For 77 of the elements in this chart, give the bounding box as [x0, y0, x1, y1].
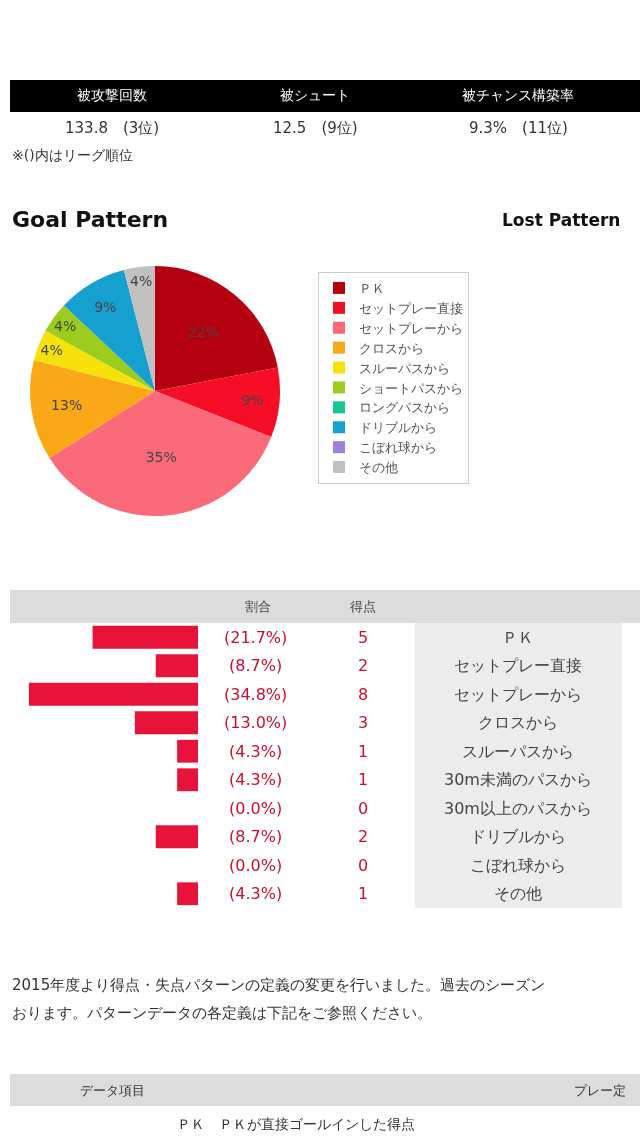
data-label: 4%: [40, 342, 63, 359]
legend-label: その他: [359, 460, 398, 476]
pie-slice: [155, 266, 278, 391]
data-label: (4.3%): [229, 742, 283, 761]
bar: [134, 711, 198, 735]
text: 8: [358, 685, 369, 704]
text: 2: [358, 656, 369, 675]
text: 被攻撃回数: [77, 87, 147, 103]
y-tick-label: ＰＫ: [502, 628, 534, 647]
y-tick-label: 30m以上のパスから: [444, 799, 592, 818]
y-tick-label: 30m未満のパスから: [444, 770, 592, 789]
legend-label: セットプレーから: [359, 320, 463, 336]
bar: [155, 825, 198, 849]
text: ＰＫ ＰＫが直接ゴールインした得点: [177, 1116, 415, 1132]
data-label: 9%: [94, 298, 117, 315]
y-tick-label: スルーパスから: [462, 742, 574, 761]
pie-slice: [123, 266, 155, 391]
text: データ項目: [80, 1083, 145, 1098]
y-tick-label: クロスから: [478, 713, 558, 732]
bar: [28, 682, 198, 706]
data-label: 22%: [188, 324, 220, 341]
chart-title: Goal Pattern: [12, 207, 169, 232]
bar: [177, 768, 198, 792]
data-label: (0.0%): [229, 799, 283, 818]
pie-slice: [155, 367, 280, 438]
legend-label: ショートパスから: [359, 380, 463, 396]
y-tick-label: セットプレーから: [454, 685, 582, 704]
data-label: (13.0%): [224, 713, 288, 732]
text: 被シュート: [280, 87, 350, 103]
data-label: (8.7%): [229, 827, 283, 846]
bar: [92, 625, 198, 649]
text: 1: [358, 884, 369, 903]
text: 5: [358, 628, 369, 647]
legend-label: こぼれ球から: [359, 440, 437, 456]
data-label: 9%: [241, 392, 264, 409]
y-tick-label: セットプレー直接: [454, 656, 582, 675]
text: 0: [358, 799, 369, 818]
text: おります。パターンデータの各定義は下記をご参照ください。: [12, 1004, 432, 1022]
data-label: (4.3%): [229, 884, 283, 903]
text: 12.5 (9位): [273, 119, 358, 137]
text: Lost Pattern: [502, 210, 621, 230]
text: 2015年度より得点・失点パターンの定義の変更を行いました。過去のシーズン: [12, 976, 546, 994]
data-label: 4%: [129, 272, 153, 289]
data-label: 35%: [145, 448, 177, 465]
text: プレー定: [574, 1083, 626, 1098]
y-tick-label: こぼれ球から: [470, 856, 566, 875]
data-label: (0.0%): [229, 856, 283, 875]
y-tick-label: ドリブルから: [470, 827, 566, 846]
text: 1: [358, 742, 369, 761]
text: 3: [358, 713, 369, 732]
legend-label: ＰＫ: [359, 281, 385, 297]
text: 割合: [245, 599, 271, 614]
bar: [177, 882, 198, 906]
legend-label: ドリブルから: [359, 420, 437, 436]
text: 1: [358, 770, 369, 789]
text: 133.8 (3位): [65, 119, 160, 137]
text: 0: [358, 856, 369, 875]
data-label: (8.7%): [229, 656, 283, 675]
legend-label: セットプレー直接: [359, 300, 463, 316]
text: 9.3% (11位): [469, 119, 568, 137]
text: 2: [358, 827, 369, 846]
text: 被チャンス構築率: [462, 87, 574, 103]
data-label: (34.8%): [224, 685, 288, 704]
data-label: (4.3%): [229, 770, 283, 789]
text: 得点: [350, 599, 376, 614]
legend-label: ロングパスから: [359, 400, 450, 416]
legend-label: クロスから: [359, 340, 424, 356]
y-tick-label: その他: [494, 884, 542, 903]
pie-slice: [33, 330, 155, 391]
pie-slice: [49, 391, 272, 516]
bar: [177, 739, 198, 763]
data-label: (21.7%): [224, 628, 288, 647]
legend-label: スルーパスから: [359, 360, 450, 376]
bar: [155, 654, 198, 678]
text: ※()内はリーグ順位: [12, 147, 133, 163]
data-label: 13%: [51, 397, 83, 413]
data-label: 4%: [54, 317, 77, 334]
